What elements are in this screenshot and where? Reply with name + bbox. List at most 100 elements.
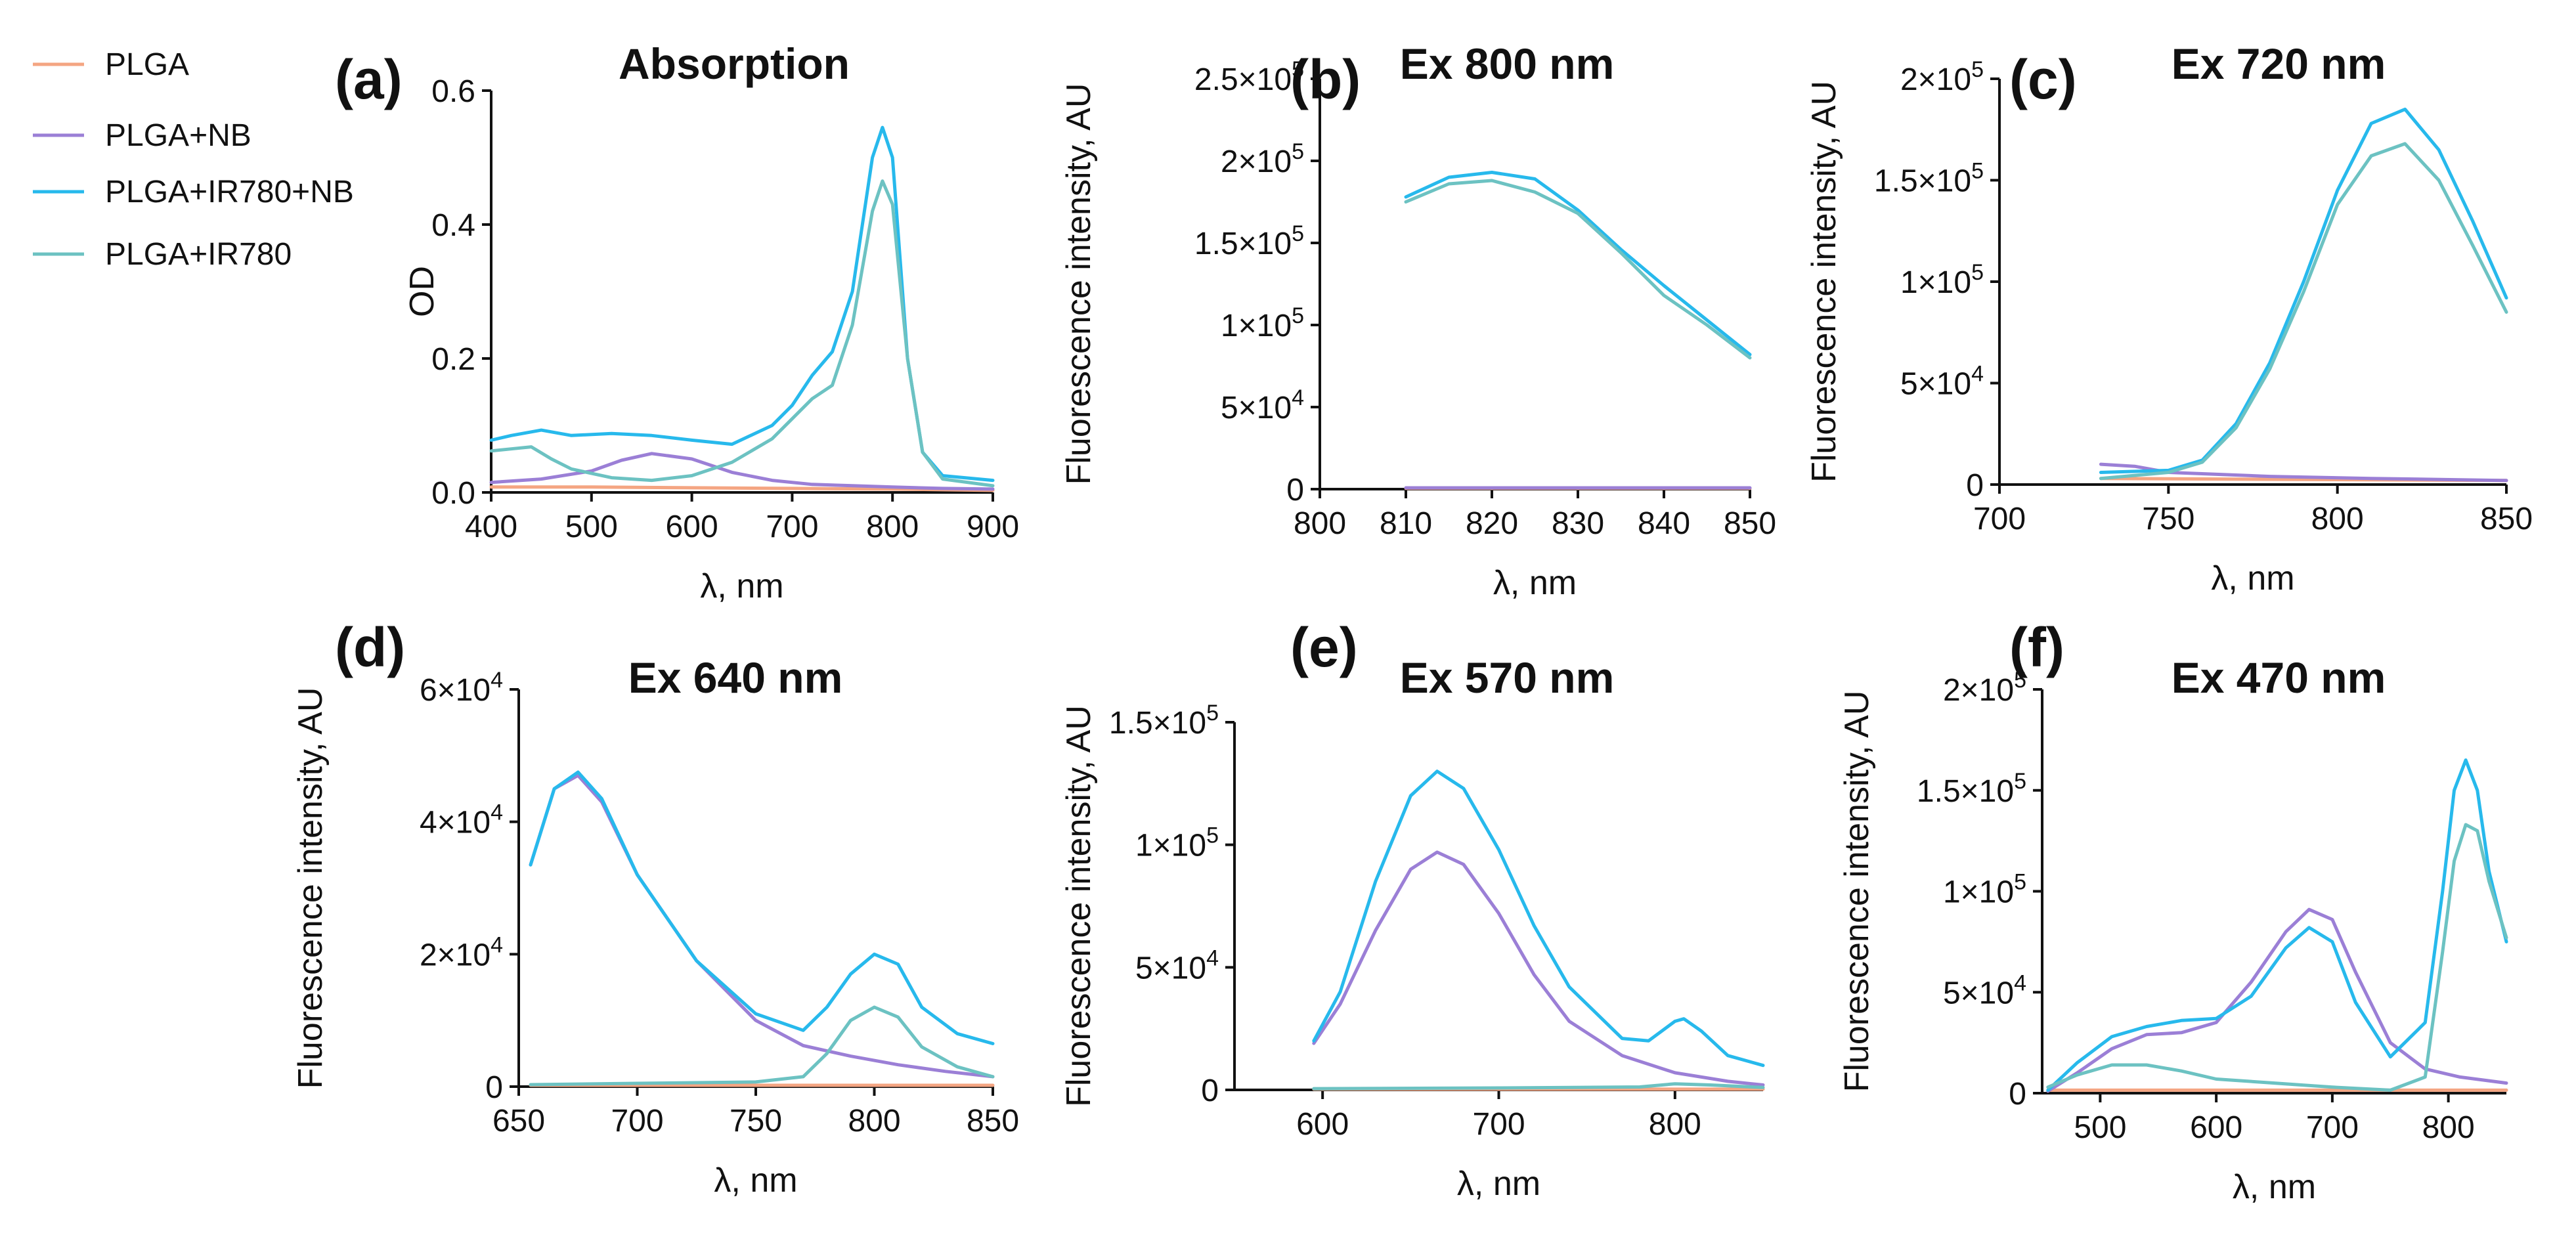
panel-title: Ex 800 nm [1400,39,1615,88]
x-tick-label: 650 [492,1104,545,1138]
x-tick-label: 850 [967,1104,1019,1138]
legend-label: PLGA+IR780+NB [105,175,354,209]
panel-c-ex-720: (c) Ex 720 nm 700 750 800 850 0 5×104 1×105 1.5×1… [1805,39,2533,597]
series-line-plga-nb [489,452,995,491]
y-tick-label: 1×105 [1943,870,2026,910]
panel-label: (d) [335,617,405,678]
series-line-plga-ir780 [1312,1082,1765,1091]
y-tick-label: 2×105 [1943,668,2026,708]
y-tick-label: 1×105 [1900,260,1984,300]
y-tick-label: 1.5×105 [1917,769,2026,809]
x-tick-label: 830 [1552,506,1604,541]
panel-f-ex-470: (f) Ex 470 nm 500 600 700 800 0 5×104 1×105 1.5×1… [1838,617,2508,1206]
y-tick-label: 2×105 [1900,57,1984,97]
panel-b-ex-800: (b) Ex 800 nm 800 810 820 830 840 850 0 5×104 1×10… [1060,39,1776,602]
y-tick-label: 0.4 [431,208,475,243]
x-tick-label: 810 [1380,506,1432,541]
series-line-plga-ir780 [489,179,995,488]
y-tick-label: 0.2 [431,342,475,377]
legend-item-plga-nb: PLGA+NB [33,118,251,153]
legend: PLGA PLGA+NB PLGA+IR780+NB PLGA+IR780 [33,47,354,272]
series-line-plga-nb [2046,907,2508,1093]
panel-label: (b) [1290,49,1361,110]
x-axis-label: λ, nm [1493,564,1577,602]
y-tick-label: 5×104 [1135,945,1219,986]
panel-label: (e) [1290,617,1358,678]
panel-label: (f) [2009,617,2064,678]
legend-item-plga-ir780: PLGA+IR780 [33,237,292,272]
y-tick-label: 4×104 [420,800,503,840]
y-tick-label: 0.0 [431,476,475,511]
y-axis-label: OD [403,266,441,317]
series-line-plga-nb [2099,462,2508,483]
y-tick-label: 0 [485,1070,503,1105]
panel-label: (a) [335,49,403,110]
series-line-plga-ir780-nb [1404,171,1752,357]
y-axis-label: Fluorescence intensity, AU [292,687,330,1089]
x-tick-label: 750 [730,1104,782,1138]
series-line-plga-ir780 [2046,823,2508,1092]
y-tick-label: 0 [1966,468,1984,503]
legend-label: PLGA+NB [105,118,251,153]
y-tick-label: 0 [1286,473,1304,508]
x-axis-label: λ, nm [2233,1168,2316,1206]
x-tick-label: 600 [2190,1110,2242,1145]
y-tick-label: 1.5×105 [1109,701,1219,741]
y-tick-label: 6×104 [420,668,503,708]
series-line-plga-nb [1312,850,1765,1087]
legend-label: PLGA+IR780 [105,237,292,272]
legend-item-plga-ir780-nb: PLGA+IR780+NB [33,175,354,209]
panel-title: Ex 470 nm [2172,653,2386,702]
y-tick-label: 1.5×105 [1874,159,1984,199]
series-line-plga-ir780-nb [2046,758,2508,1092]
x-tick-label: 700 [1973,502,2026,536]
y-tick-label: 0.6 [431,74,475,109]
series-line-plga-ir780-nb [529,770,995,1045]
y-axis-label: Fluorescence intensity, AU [1060,83,1098,485]
panel-a-absorption: (a) Absorption 400 500 600 700 800 900 0.0 0.2 0.4… [335,39,1019,605]
legend-item-plga: PLGA [33,47,189,82]
y-tick-label: 2×105 [1221,139,1304,179]
panel-title: Ex 640 nm [628,653,843,702]
x-tick-label: 840 [1638,506,1690,541]
series-line-plga-ir780-nb [2099,107,2508,474]
y-tick-label: 0 [2009,1077,2026,1112]
x-axis-label: λ, nm [700,567,783,605]
x-tick-label: 820 [1466,506,1518,541]
panel-d-ex-640: (d) Ex 640 nm 650 700 750 800 850 0 2×104 4×104 6×… [292,617,1019,1200]
y-axis-label: Fluorescence intensity, AU [1060,705,1098,1107]
y-tick-label: 2×104 [420,932,503,972]
y-tick-label: 1×105 [1135,823,1219,863]
x-tick-label: 500 [2074,1110,2126,1145]
x-tick-label: 800 [2311,502,2364,536]
x-tick-label: 600 [666,509,718,544]
x-tick-label: 500 [565,509,618,544]
y-tick-label: 5×104 [1900,362,1984,402]
x-tick-label: 750 [2142,502,2194,536]
x-tick-label: 700 [1472,1107,1525,1142]
y-tick-label: 2.5×105 [1194,57,1304,97]
x-tick-label: 800 [1294,506,1346,541]
series-line-plga [489,485,995,492]
y-tick-label: 1.5×105 [1194,221,1304,261]
series-line-plga-ir780-nb [1312,769,1765,1068]
x-tick-label: 900 [967,509,1019,544]
y-axis-label: Fluorescence intensity, AU [1838,691,1876,1093]
series-line-plga-ir780 [1404,179,1752,360]
x-tick-label: 800 [866,509,919,544]
x-tick-label: 600 [1296,1107,1349,1142]
x-tick-label: 800 [848,1104,900,1138]
x-tick-label: 850 [2480,502,2533,536]
panel-title: Ex 720 nm [2172,39,2386,88]
x-tick-label: 800 [1649,1107,1701,1142]
x-axis-label: λ, nm [2211,559,2294,597]
y-tick-label: 0 [1201,1073,1219,1108]
x-tick-label: 700 [2306,1110,2359,1145]
x-tick-label: 400 [465,509,517,544]
legend-label: PLGA [105,47,189,82]
y-axis-label: Fluorescence intensity, AU [1805,81,1843,483]
series-line-plga-ir780 [529,1005,995,1087]
panel-title: Ex 570 nm [1400,653,1615,702]
x-tick-label: 800 [2422,1110,2475,1145]
